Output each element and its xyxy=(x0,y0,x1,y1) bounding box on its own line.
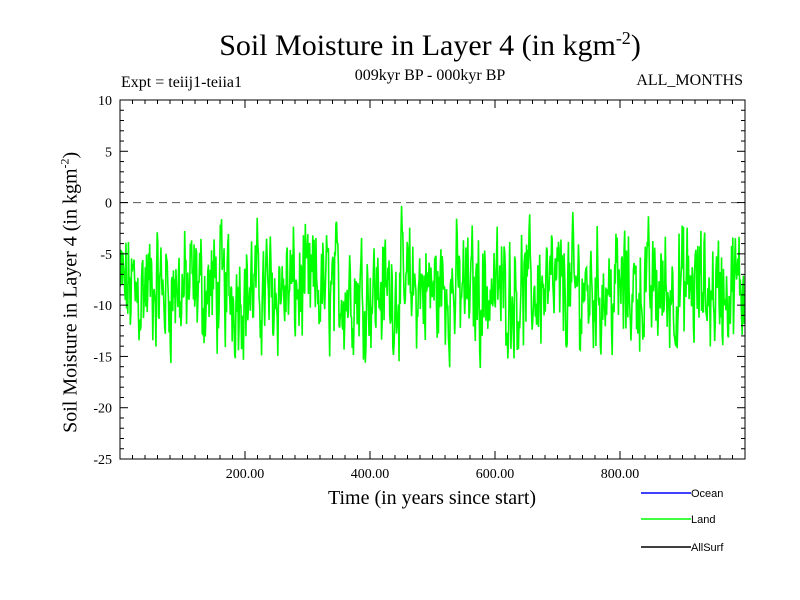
months-label: ALL_MONTHS xyxy=(636,72,743,89)
legend-label-allsurf: AllSurf xyxy=(691,542,724,554)
chart-title: Soil Moisture in Layer 4 (in kgm-2) xyxy=(219,28,641,62)
y-tick-label: -20 xyxy=(93,402,112,417)
y-tick-label: 10 xyxy=(98,94,112,109)
axes-layer: 10 5 0 -5 -10 -15 -20 -25 200.00 400.00 600.00 800.… xyxy=(93,94,746,482)
period-label: 009kyr BP - 000kyr BP xyxy=(354,67,506,84)
series-layer xyxy=(119,205,746,369)
y-tick-label: 5 xyxy=(105,145,112,160)
series-line-land xyxy=(119,205,746,369)
legend-label-land: Land xyxy=(691,514,715,526)
y-tick-label: -5 xyxy=(100,248,112,263)
x-tick-label: 600.00 xyxy=(476,467,515,482)
legend-label-ocean: Ocean xyxy=(691,488,723,500)
x-axis-label: Time (in years since start) xyxy=(327,487,537,509)
y-tick-label: -10 xyxy=(93,299,112,314)
x-tick-label: 800.00 xyxy=(601,467,640,482)
y-tick-label: 0 xyxy=(105,197,112,212)
y-tick-label: -25 xyxy=(93,453,112,468)
y-tick-label: -15 xyxy=(93,350,112,365)
x-tick-label: 200.00 xyxy=(226,467,265,482)
x-tick-label: 400.00 xyxy=(351,467,390,482)
experiment-label: Expt = teiij1-teiia1 xyxy=(121,74,242,91)
legend: Ocean Land AllSurf xyxy=(641,488,724,554)
